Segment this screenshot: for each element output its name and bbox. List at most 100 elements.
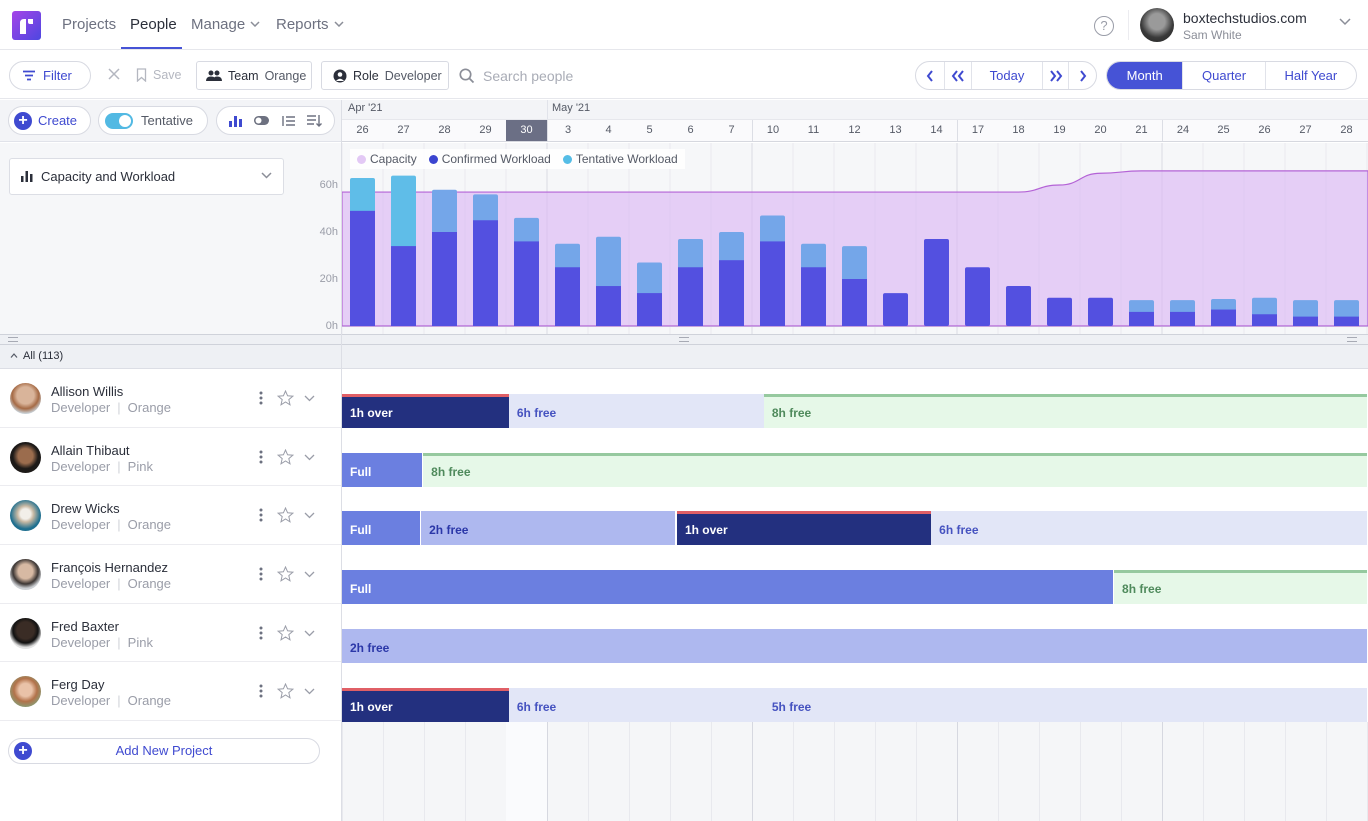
- person-name[interactable]: Allain Thibaut: [51, 442, 130, 458]
- avatar[interactable]: [10, 617, 41, 649]
- day-header[interactable]: 26: [356, 124, 369, 136]
- filter-button[interactable]: Filter: [9, 61, 91, 90]
- star-icon[interactable]: [277, 390, 294, 406]
- person-row[interactable]: François Hernandez Developer | Orange: [0, 545, 342, 604]
- tentative-bar[interactable]: [637, 262, 662, 296]
- day-header[interactable]: 11: [807, 124, 820, 136]
- tentative-bar[interactable]: [719, 232, 744, 263]
- more-options-icon[interactable]: [259, 508, 263, 522]
- today-button[interactable]: Today: [972, 62, 1043, 89]
- day-header[interactable]: 10: [752, 120, 793, 141]
- help-icon[interactable]: ?: [1094, 16, 1114, 36]
- tentative-bar[interactable]: [1211, 298, 1236, 312]
- allocation-bar-light[interactable]: 6h free: [931, 511, 1367, 546]
- tentative-bar[interactable]: [678, 239, 703, 270]
- tentative-bar[interactable]: [514, 217, 539, 244]
- chart-type-select[interactable]: Capacity and Workload: [9, 158, 284, 195]
- tentative-bar[interactable]: [1252, 297, 1277, 317]
- tentative-bar[interactable]: [842, 246, 867, 281]
- allocation-bar-full[interactable]: Full: [342, 511, 420, 546]
- tentative-bar[interactable]: [1129, 300, 1154, 314]
- drag-handle-icon[interactable]: [1347, 337, 1357, 342]
- expand-chevron-icon[interactable]: [304, 571, 315, 578]
- nav-manage[interactable]: Manage: [191, 16, 260, 33]
- allocation-bar-light[interactable]: 5h free: [763, 687, 1367, 722]
- day-header[interactable]: 5: [646, 124, 653, 136]
- allocation-bar-over[interactable]: 1h over: [342, 394, 509, 428]
- allocation-bar-over[interactable]: 1h over: [342, 687, 509, 722]
- more-options-icon[interactable]: [259, 391, 263, 405]
- tentative-toggle[interactable]: Tentative: [98, 106, 208, 135]
- allocation-bar-green[interactable]: 8h free: [1114, 570, 1367, 605]
- allocation-bar-partial[interactable]: 2h free: [342, 628, 1367, 663]
- person-row[interactable]: Fred Baxter Developer | Pink: [0, 603, 342, 663]
- more-options-icon[interactable]: [259, 626, 263, 640]
- drag-handle-icon[interactable]: [8, 337, 18, 342]
- day-header[interactable]: 25: [1217, 124, 1230, 136]
- drag-handle-icon[interactable]: [679, 337, 689, 342]
- legend-capacity[interactable]: Capacity: [357, 152, 417, 166]
- confirmed-bar[interactable]: [473, 220, 498, 326]
- nav-reports[interactable]: Reports: [276, 16, 344, 33]
- expand-chevron-icon[interactable]: [304, 688, 315, 695]
- toggle-view-icon[interactable]: [254, 116, 270, 125]
- day-header[interactable]: 21: [1135, 124, 1148, 136]
- confirmed-bar[interactable]: [1088, 297, 1113, 326]
- tentative-bar[interactable]: [801, 243, 826, 270]
- day-header[interactable]: 28: [438, 124, 451, 136]
- user-avatar[interactable]: [1140, 8, 1174, 42]
- confirmed-bar[interactable]: [1129, 311, 1154, 326]
- day-header[interactable]: 14: [930, 124, 943, 136]
- next-button[interactable]: [1069, 62, 1096, 89]
- bar-chart-icon[interactable]: [229, 115, 243, 127]
- person-row[interactable]: Allain Thibaut Developer | Pink: [0, 427, 342, 487]
- person-row[interactable]: Allison Willis Developer | Orange: [0, 369, 342, 428]
- tentative-bar[interactable]: [596, 236, 621, 289]
- expand-chevron-icon[interactable]: [304, 630, 315, 637]
- prev-fast-button[interactable]: [945, 62, 972, 89]
- more-options-icon[interactable]: [259, 567, 263, 581]
- day-header[interactable]: 3: [547, 120, 588, 141]
- confirmed-bar[interactable]: [1293, 316, 1318, 326]
- confirmed-bar[interactable]: [801, 267, 826, 326]
- expand-chevron-icon[interactable]: [304, 512, 315, 519]
- day-header[interactable]: 13: [889, 124, 902, 136]
- expand-chevron-icon[interactable]: [304, 395, 315, 402]
- confirmed-bar[interactable]: [596, 286, 621, 326]
- star-icon[interactable]: [277, 507, 294, 524]
- day-header[interactable]: 6: [687, 124, 694, 136]
- day-header[interactable]: 30: [506, 120, 547, 141]
- confirmed-bar[interactable]: [391, 246, 416, 326]
- day-header[interactable]: 7: [728, 124, 735, 136]
- range-quarter[interactable]: Quarter: [1183, 62, 1266, 89]
- confirmed-bar[interactable]: [965, 267, 990, 326]
- day-header[interactable]: 26: [1258, 124, 1271, 136]
- confirmed-bar[interactable]: [350, 210, 375, 326]
- confirmed-bar[interactable]: [637, 293, 662, 326]
- avatar[interactable]: [10, 559, 41, 591]
- confirmed-bar[interactable]: [1170, 311, 1195, 326]
- save-filter-button[interactable]: Save: [136, 68, 182, 82]
- confirmed-bar[interactable]: [432, 232, 457, 326]
- allocation-bar-light[interactable]: 6h free: [508, 394, 764, 428]
- team-filter-chip[interactable]: Team Orange: [196, 61, 312, 90]
- day-header[interactable]: 4: [605, 124, 612, 136]
- confirmed-bar[interactable]: [555, 267, 580, 326]
- tentative-bar[interactable]: [432, 189, 457, 234]
- clear-filter-icon[interactable]: [107, 67, 121, 81]
- confirmed-bar[interactable]: [719, 260, 744, 326]
- avatar[interactable]: [10, 676, 41, 708]
- confirmed-bar[interactable]: [1211, 309, 1236, 326]
- person-name[interactable]: Allison Willis: [51, 384, 124, 399]
- nav-people[interactable]: People: [130, 16, 177, 33]
- tentative-bar[interactable]: [1170, 300, 1195, 314]
- resize-splitter[interactable]: [0, 334, 1368, 345]
- nav-projects[interactable]: Projects: [62, 16, 117, 33]
- legend-tentative[interactable]: Tentative Workload: [562, 152, 678, 166]
- confirmed-bar[interactable]: [883, 293, 908, 326]
- role-filter-chip[interactable]: Role Developer: [321, 61, 449, 90]
- allocation-bar-green[interactable]: 8h free: [423, 452, 1367, 487]
- tentative-bar[interactable]: [760, 215, 785, 244]
- tentative-bar[interactable]: [473, 194, 498, 223]
- create-button[interactable]: + Create: [8, 106, 91, 135]
